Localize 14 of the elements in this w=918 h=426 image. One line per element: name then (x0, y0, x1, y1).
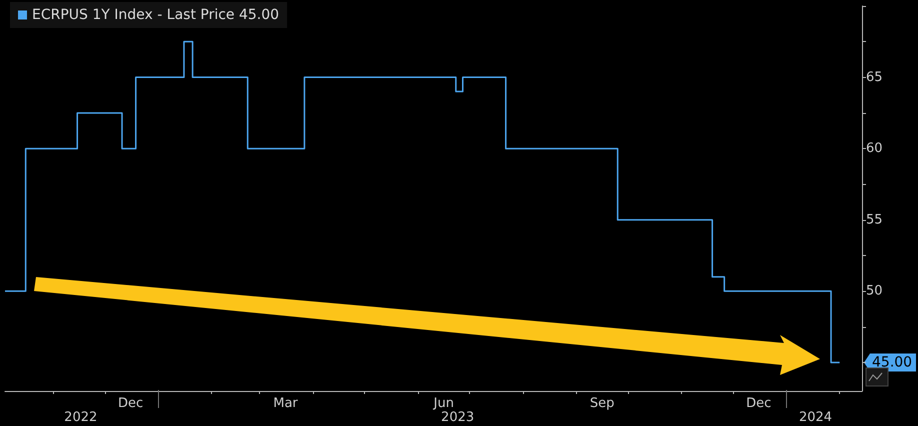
x-tick-label: Jun (432, 396, 454, 411)
x-tick-label: Sep (590, 396, 614, 411)
x2-tick-label: 2023 (441, 410, 474, 425)
x-tick-label: Mar (273, 396, 298, 411)
legend-label: ECRPUS 1Y Index - Last Price 45.00 (32, 7, 280, 23)
y-tick-label: 60 (866, 141, 883, 156)
y-tick-label: 50 (866, 284, 883, 299)
annotation: 45.00 (872, 354, 912, 370)
x-tick-label: Dec (118, 396, 144, 411)
x-tick-label: Dec (746, 396, 772, 411)
y-tick-label: 65 (866, 70, 883, 85)
x2-tick-label: 2022 (64, 410, 98, 425)
x2-tick-label: 2024 (798, 410, 832, 425)
y-tick-label: 55 (866, 212, 883, 228)
